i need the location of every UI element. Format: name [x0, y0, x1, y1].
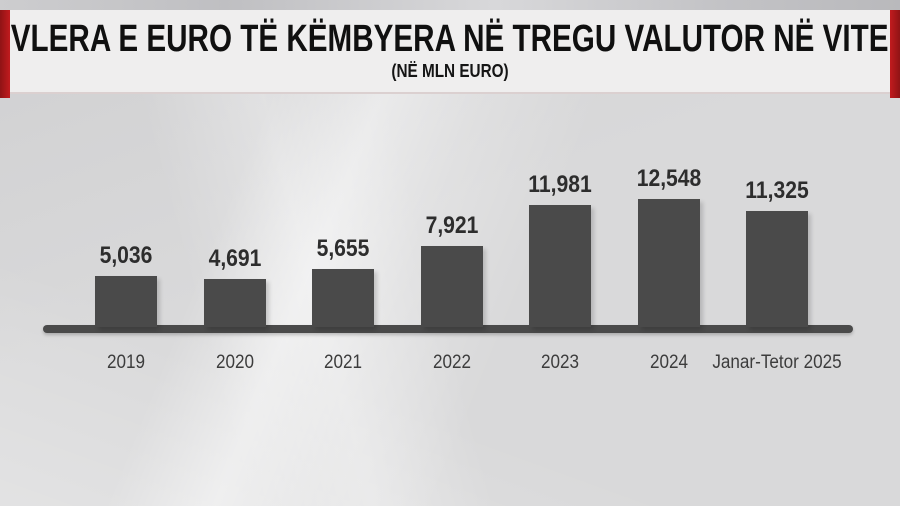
bar-2020 [203, 279, 266, 327]
header-banner: VLERA E EURO TË KËMBYERA NË TREGU VALUTO… [10, 10, 890, 94]
bar-2021 [312, 269, 374, 327]
bar-Janar-Tetor 2025 [746, 211, 808, 327]
bar-value-label: 7,921 [425, 212, 478, 239]
chart-subtitle: (NË MLN EURO) [391, 61, 509, 82]
bar-2019 [95, 276, 157, 327]
bar-2023 [529, 205, 591, 327]
x-axis-label: Janar-Tetor 2025 [712, 352, 842, 373]
bar-value-label: 5,036 [99, 242, 153, 269]
chart-title: VLERA E EURO TË KËMBYERA NË TREGU VALUTO… [11, 18, 889, 61]
bar-value-label: 12,548 [636, 165, 701, 192]
bar-value-label: 4,691 [208, 245, 261, 272]
bar-2022 [420, 246, 483, 327]
x-axis-label: 2019 [106, 352, 146, 373]
x-axis-label: 2021 [323, 352, 363, 373]
x-axis-label: 2023 [540, 352, 580, 373]
x-axis-label: 2022 [432, 352, 471, 373]
bar-2024 [637, 199, 700, 327]
red-accent-bar-left [0, 10, 10, 98]
bar-value-label: 11,981 [528, 171, 592, 198]
bar-value-label: 5,655 [316, 235, 370, 262]
x-axis-line [43, 325, 853, 333]
x-axis-label: 2024 [649, 352, 688, 373]
red-accent-bar-right [890, 10, 900, 98]
x-axis-label: 2020 [215, 352, 254, 373]
bar-value-label: 11,325 [745, 177, 809, 204]
background-top-strip [0, 0, 900, 10]
